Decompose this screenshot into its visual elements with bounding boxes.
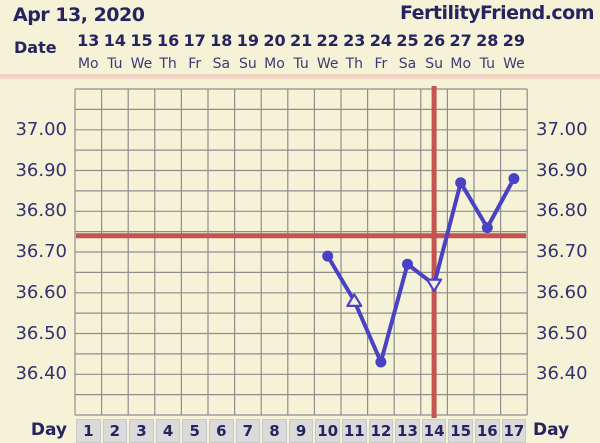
date-number: 25 [396,31,419,50]
weekday-label: Sa [212,56,231,72]
temp-tick-label: 36.90 [536,159,588,181]
date-number: 26 [422,31,446,50]
temp-tick-label: 36.60 [15,281,67,303]
date-number: 16 [156,31,180,50]
weekday-label: Mo [264,56,285,72]
temp-point-triangle[interactable] [426,278,443,293]
weekday-label: Su [239,56,257,72]
temp-tick-label: 36.50 [15,322,67,344]
temp-tick-label: 36.40 [15,363,67,385]
date-number: 17 [183,31,206,50]
day-cell[interactable]: 9 [288,419,314,443]
date-number: 15 [130,31,153,50]
day-cell[interactable]: 13 [395,419,420,443]
date-number: 24 [369,31,393,50]
chart-date-title: Apr 13, 2020 [13,4,145,26]
temp-tick-label: 36.70 [15,241,67,262]
temp-tick-label: 36.90 [15,159,67,181]
day-cell[interactable]: 12 [368,419,394,443]
temp-tick-label: 36.80 [15,200,67,222]
day-cell[interactable]: 8 [262,419,287,443]
day-cell[interactable]: 3 [129,419,154,443]
temp-tick-label: 37.00 [536,118,588,140]
date-number: 14 [103,31,127,50]
day-axis-label-left: Day [30,420,67,440]
weekday-label: Mo [450,56,472,72]
date-axis-label: Date [14,38,57,57]
weekday-label: We [130,56,153,72]
temp-line [325,177,516,364]
temp-point[interactable] [322,250,334,262]
day-cell[interactable]: 4 [155,419,181,443]
day-cell[interactable]: 7 [235,419,261,443]
weekday-label: Su [425,56,443,72]
temp-tick-label: 36.80 [536,200,588,222]
temp-point[interactable] [402,258,413,270]
weekday-label: Mo [77,56,99,72]
date-number: 20 [263,31,286,50]
date-number: 28 [476,31,499,50]
temp-tick-label: 36.60 [536,281,588,303]
temp-point[interactable] [455,177,467,189]
date-number: 19 [236,31,260,50]
temp-point-triangle[interactable] [346,293,363,307]
day-cell[interactable]: 6 [209,419,234,443]
day-cell[interactable]: 1 [76,419,101,443]
chart-grid [74,88,528,416]
day-cell[interactable]: 16 [475,419,500,443]
day-cell[interactable]: 5 [182,419,207,443]
day-cell[interactable]: 14 [421,419,447,443]
date-number: 22 [316,31,339,50]
weekday-label: Fr [374,56,388,72]
phase-band [0,74,600,79]
temp-tick-label: 36.40 [536,363,588,385]
temp-point[interactable] [375,356,387,368]
day-cell[interactable]: 2 [102,419,128,443]
weekday-label: We [316,56,339,72]
temp-tick-label: 37.00 [15,118,67,140]
weekday-label: Th [345,56,364,72]
day-cell[interactable]: 10 [315,419,340,443]
day-cell[interactable]: 17 [501,419,527,443]
date-number: 27 [449,31,472,50]
brand-logo[interactable]: FertilityFriend.com [399,2,595,24]
weekday-label: Th [159,56,177,72]
weekday-label: Tu [293,56,309,72]
temp-point[interactable] [481,222,493,234]
date-number: 13 [77,31,100,50]
weekday-label: Sa [398,56,417,72]
date-number: 23 [343,31,366,50]
date-number: 18 [210,31,233,50]
date-number: 29 [502,31,526,50]
weekday-label: Fr [188,56,202,72]
weekday-label: Tu [479,56,495,72]
day-cell[interactable]: 15 [448,419,473,443]
weekday-label: Tu [107,56,123,72]
temp-tick-label: 36.50 [536,322,588,344]
day-cell[interactable]: 11 [342,419,367,443]
weekday-label: We [503,56,525,72]
temp-point[interactable] [508,173,520,185]
day-axis-label-right: Day [533,420,570,440]
temp-tick-label: 36.70 [536,241,588,262]
date-number: 21 [289,31,313,50]
